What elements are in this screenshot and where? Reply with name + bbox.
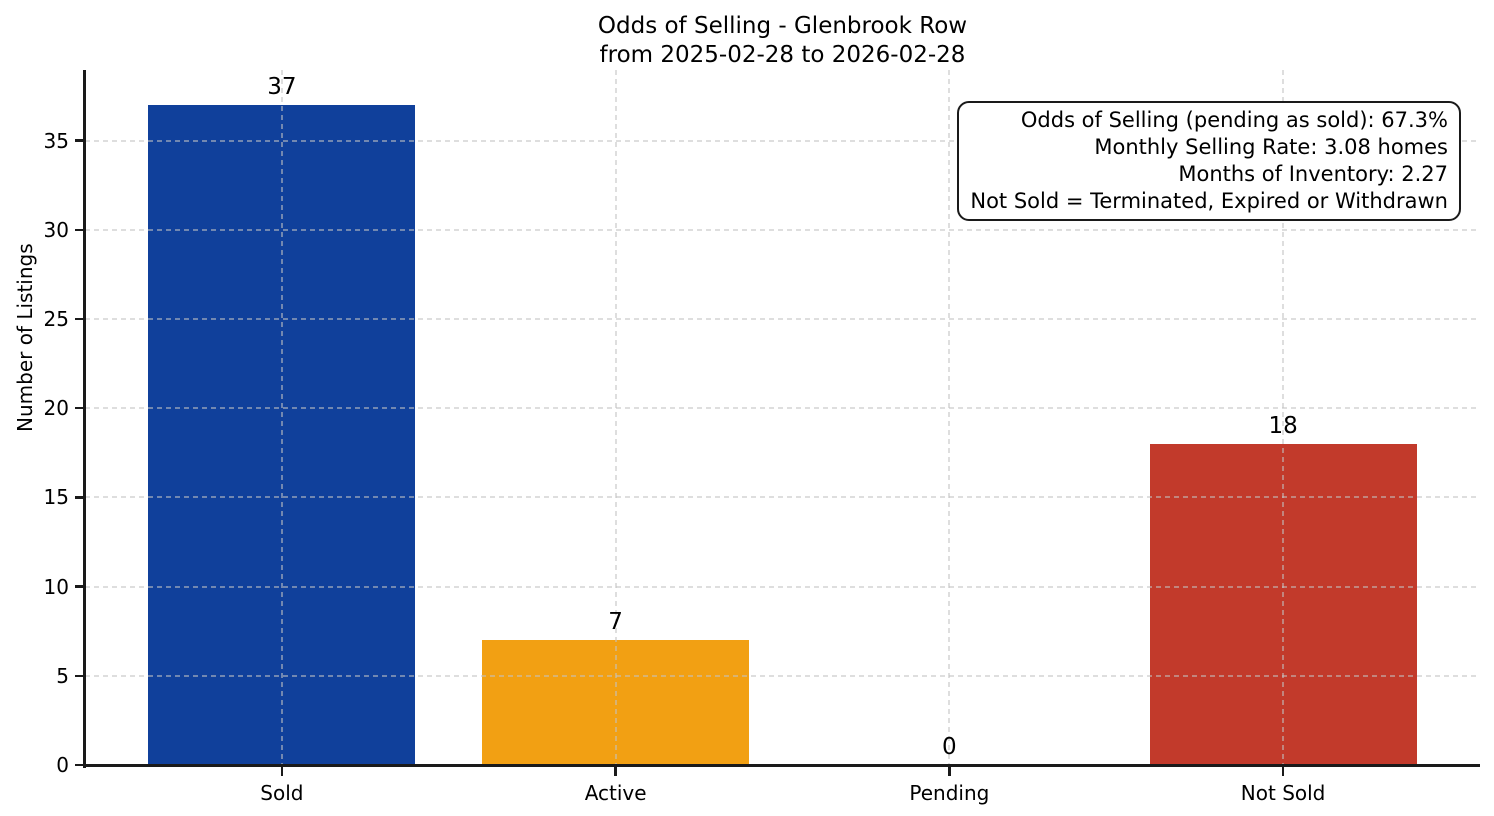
y-tick-label: 0 [56, 753, 69, 777]
chart-title: Odds of Selling - Glenbrook Row from 202… [85, 12, 1480, 70]
gridline [85, 585, 1480, 588]
bar-value-label: 37 [267, 73, 297, 100]
y-tick-mark [75, 228, 85, 232]
y-tick-mark [75, 585, 85, 588]
y-tick-mark [75, 317, 85, 321]
gridline [85, 407, 1480, 410]
x-axis-spine [83, 763, 1480, 767]
y-tick-label: 30 [43, 217, 69, 242]
gridline [85, 674, 1480, 677]
y-tick-label: 5 [56, 663, 69, 688]
x-tick-label-pending: Pending [909, 781, 990, 805]
y-tick-label: 20 [43, 396, 69, 421]
gridline [85, 228, 1480, 231]
x-tick-label-active: Active [584, 781, 647, 805]
x-tick-mark [614, 767, 617, 776]
bar-value-label: 7 [608, 609, 623, 636]
y-tick-label: 15 [43, 485, 69, 510]
annotation-odds-of-selling: Odds of Selling (pending as sold): 67.3% [1020, 108, 1448, 132]
y-tick-mark [75, 496, 85, 499]
gridline [1282, 70, 1285, 765]
y-tick-mark [75, 139, 85, 142]
y-tick-label: 10 [43, 574, 69, 599]
gridline [85, 139, 1480, 142]
x-tick-mark [280, 767, 284, 776]
gridline [280, 70, 283, 765]
x-tick-mark [1281, 767, 1285, 776]
gridline [85, 496, 1480, 499]
y-tick-mark [75, 674, 85, 678]
gridline [948, 70, 951, 765]
y-tick-label: 35 [43, 128, 69, 153]
chart-title-line1: Odds of Selling - Glenbrook Row [597, 13, 968, 39]
chart-title-line2: from 2025-02-28 to 2026-02-28 [599, 42, 966, 68]
x-tick-mark [948, 767, 951, 776]
y-axis-spine [83, 70, 86, 768]
gridline [614, 70, 617, 765]
y-tick-mark [75, 763, 85, 767]
x-tick-label-sold: Sold [260, 781, 304, 805]
gridline [85, 318, 1480, 321]
x-tick-label-not-sold: Not Sold [1240, 781, 1326, 805]
y-tick-label: 25 [43, 307, 69, 332]
annotation-monthly-selling-rate: Monthly Selling Rate: 3.08 homes [1094, 135, 1448, 159]
bar-value-label: 18 [1268, 412, 1298, 439]
annotation-months-of-inventory: Months of Inventory: 2.27 [1178, 162, 1448, 186]
bar-value-label: 0 [942, 734, 957, 760]
y-tick-mark [75, 406, 85, 410]
stats-annotation-box: Odds of Selling (pending as sold): 67.3%… [957, 101, 1461, 221]
annotation-not-sold-definition: Not Sold = Terminated, Expired or Withdr… [970, 189, 1448, 213]
